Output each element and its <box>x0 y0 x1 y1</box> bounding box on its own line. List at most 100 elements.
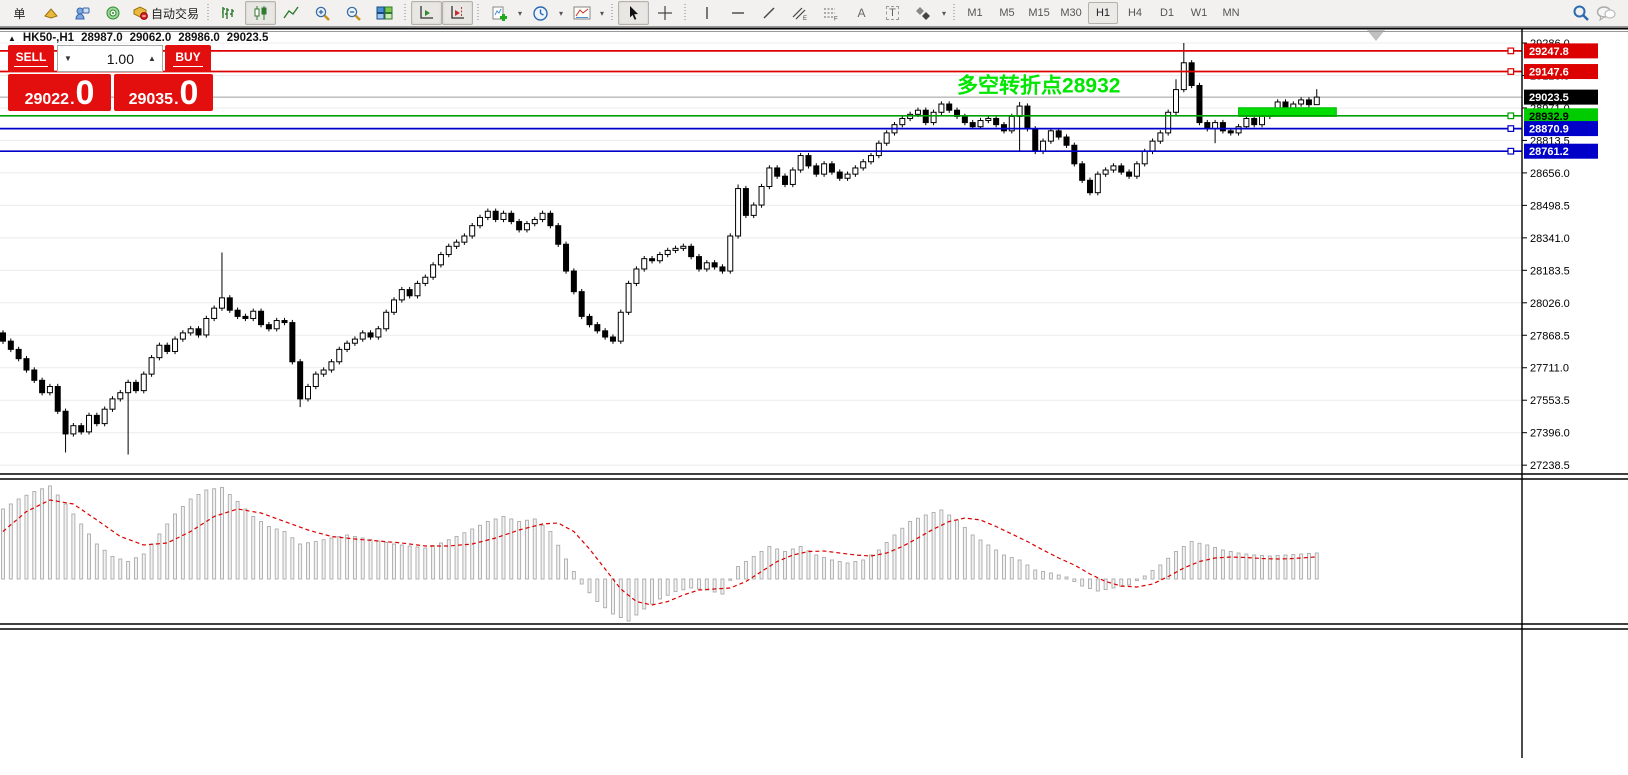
tile-windows-icon <box>376 6 393 20</box>
collapse-arrow-icon[interactable]: ▲ <box>8 34 16 43</box>
price-badge-29247.8: 29247.8 <box>1524 43 1598 59</box>
channel-button[interactable]: E <box>784 1 815 25</box>
periods-caret[interactable]: ▾ <box>559 8 564 18</box>
bid-main: 29022 <box>24 91 70 108</box>
hline-handle[interactable] <box>1507 125 1515 132</box>
svg-text:28183.5: 28183.5 <box>1530 265 1570 277</box>
label-tool-button[interactable]: T <box>877 1 908 25</box>
crosshair-button[interactable] <box>649 1 680 25</box>
hline-handle[interactable] <box>1507 68 1515 75</box>
indicators-button[interactable] <box>484 1 515 25</box>
toolbar-grip <box>609 4 617 22</box>
timeframe-MN[interactable]: MN <box>1222 7 1240 19</box>
line-chart-button[interactable] <box>276 1 307 25</box>
indicators-icon <box>492 6 508 21</box>
bar-chart-icon <box>222 7 235 19</box>
svg-text:27553.5: 27553.5 <box>1530 395 1570 407</box>
price-gridlines <box>0 42 1522 466</box>
arrows-tool-button[interactable] <box>908 1 939 25</box>
templates-button[interactable] <box>566 1 597 25</box>
timeframe-M5[interactable]: M5 <box>999 7 1015 19</box>
crosshair-icon <box>657 6 672 20</box>
candlestick-chart-button[interactable] <box>245 1 277 25</box>
indicators-caret[interactable]: ▾ <box>518 8 523 18</box>
navigator-button[interactable] <box>66 1 97 25</box>
bid-price-button[interactable]: 29022. 0 <box>8 74 111 111</box>
auto-trading-label: 自动交易 <box>151 6 200 21</box>
timeframe-H1[interactable]: H1 <box>1088 2 1119 24</box>
cursor-button[interactable] <box>618 1 650 25</box>
auto-trading-icon <box>133 6 148 20</box>
sell-button[interactable]: SELL <box>8 45 54 72</box>
timeframe-M15[interactable]: M15 <box>1028 7 1050 19</box>
templates-caret[interactable]: ▾ <box>600 8 605 18</box>
timeframe-D1[interactable]: D1 <box>1159 7 1175 19</box>
ask-dot: . <box>174 91 179 108</box>
hline-handle[interactable] <box>1507 112 1515 120</box>
auto-scroll-button[interactable] <box>411 1 443 25</box>
hline-handle[interactable] <box>1507 47 1515 55</box>
chart-shift-button[interactable] <box>442 1 474 25</box>
vertical-line-button[interactable] <box>691 1 722 25</box>
ohlc-close: 29023.5 <box>226 32 269 44</box>
arrows-caret[interactable]: ▾ <box>942 8 947 18</box>
toolbar-grip <box>402 4 410 22</box>
periods-button[interactable] <box>525 1 556 25</box>
terminal-button[interactable] <box>97 1 128 25</box>
terminal-icon <box>106 6 119 20</box>
templates-icon <box>573 6 591 20</box>
text-tool-button[interactable]: A <box>846 1 877 25</box>
svg-text:29247.8: 29247.8 <box>1529 46 1569 58</box>
buy-button[interactable]: BUY <box>165 45 211 72</box>
trend-annotation-text[interactable]: 多空转折点28932 <box>957 74 1120 98</box>
fibonacci-icon: F <box>824 8 838 22</box>
zoom-in-button[interactable] <box>307 1 338 25</box>
ask-price-button[interactable]: 29035. 0 <box>114 74 213 111</box>
channel-icon: E <box>792 7 807 21</box>
horizontal-line-button[interactable] <box>722 1 753 25</box>
ohlc-high: 29062.0 <box>129 32 172 44</box>
tile-windows-button[interactable] <box>369 1 400 25</box>
svg-text:E: E <box>803 16 807 21</box>
market-watch-icon <box>43 8 58 19</box>
zoom-out-icon <box>346 6 361 21</box>
timeframe-H4[interactable]: H4 <box>1127 7 1143 19</box>
svg-text:28870.9: 28870.9 <box>1529 124 1569 136</box>
timeframe-M1[interactable]: M1 <box>967 7 983 19</box>
fibonacci-button[interactable]: F <box>815 1 846 25</box>
hline-handle[interactable] <box>1507 147 1515 155</box>
volume-increase-button[interactable]: ▲ <box>142 45 163 72</box>
toolbar-grip <box>682 4 690 22</box>
macd-panel <box>1 485 1319 622</box>
auto-trading-button[interactable]: 自动交易 <box>128 1 203 25</box>
search-icon[interactable] <box>1572 4 1590 22</box>
chart-canvas[interactable]: 多空转折点2893229286.029128.528971.028813.528… <box>0 27 1628 775</box>
timeframe-W1[interactable]: W1 <box>1190 7 1208 19</box>
price-badge-28932.9: 28932.9 <box>1524 108 1598 124</box>
svg-text:29023.5: 29023.5 <box>1529 92 1569 104</box>
zoom-out-button[interactable] <box>338 1 369 25</box>
svg-text:27868.5: 27868.5 <box>1530 330 1570 342</box>
bar-chart-button[interactable] <box>214 1 245 25</box>
svg-text:F: F <box>834 17 838 22</box>
buy-label: BUY <box>173 50 203 67</box>
new-order-button[interactable]: 单 <box>4 1 35 25</box>
bid-dot: . <box>70 91 75 108</box>
timeframe-M30[interactable]: M30 <box>1060 7 1082 19</box>
svg-text:28656.0: 28656.0 <box>1530 168 1570 180</box>
svg-text:28761.2: 28761.2 <box>1529 146 1569 158</box>
trendline-icon <box>763 7 775 19</box>
volume-decrease-button[interactable]: ▼ <box>57 45 78 72</box>
current-price-badge: 29023.5 <box>1524 89 1598 105</box>
chart-shift-marker[interactable] <box>1367 30 1385 41</box>
bid-big-digit: 0 <box>75 74 95 113</box>
chat-icon[interactable] <box>1596 4 1616 22</box>
sell-label: SELL <box>13 50 49 67</box>
price-badge-29147.6: 29147.6 <box>1524 64 1598 80</box>
navigator-icon <box>74 7 89 20</box>
market-watch-button[interactable] <box>35 1 66 25</box>
stepper-down-icon: ▼ <box>64 54 72 63</box>
trendline-button[interactable] <box>753 1 784 25</box>
volume-field[interactable]: 1.00 <box>78 45 142 72</box>
